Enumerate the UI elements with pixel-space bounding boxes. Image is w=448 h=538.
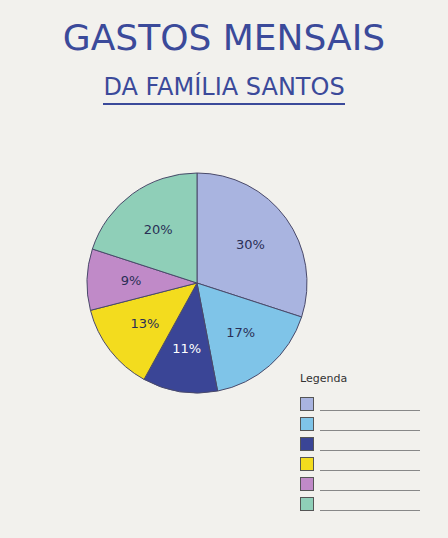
svg-text:20%: 20% (144, 222, 173, 237)
svg-text:30%: 30% (236, 237, 265, 252)
html-text:Legenda: Legenda (300, 372, 348, 385)
svg-text:9%: 9% (121, 273, 142, 288)
svg-text:13%: 13% (130, 316, 159, 331)
html-text:GASTOS MENSAIS: GASTOS MENSAIS (62, 17, 386, 58)
svg-text:17%: 17% (226, 325, 255, 340)
svg-text:11%: 11% (172, 341, 201, 356)
html-text:DA FAMÍLIA SANTOS: DA FAMÍLIA SANTOS (103, 73, 345, 101)
